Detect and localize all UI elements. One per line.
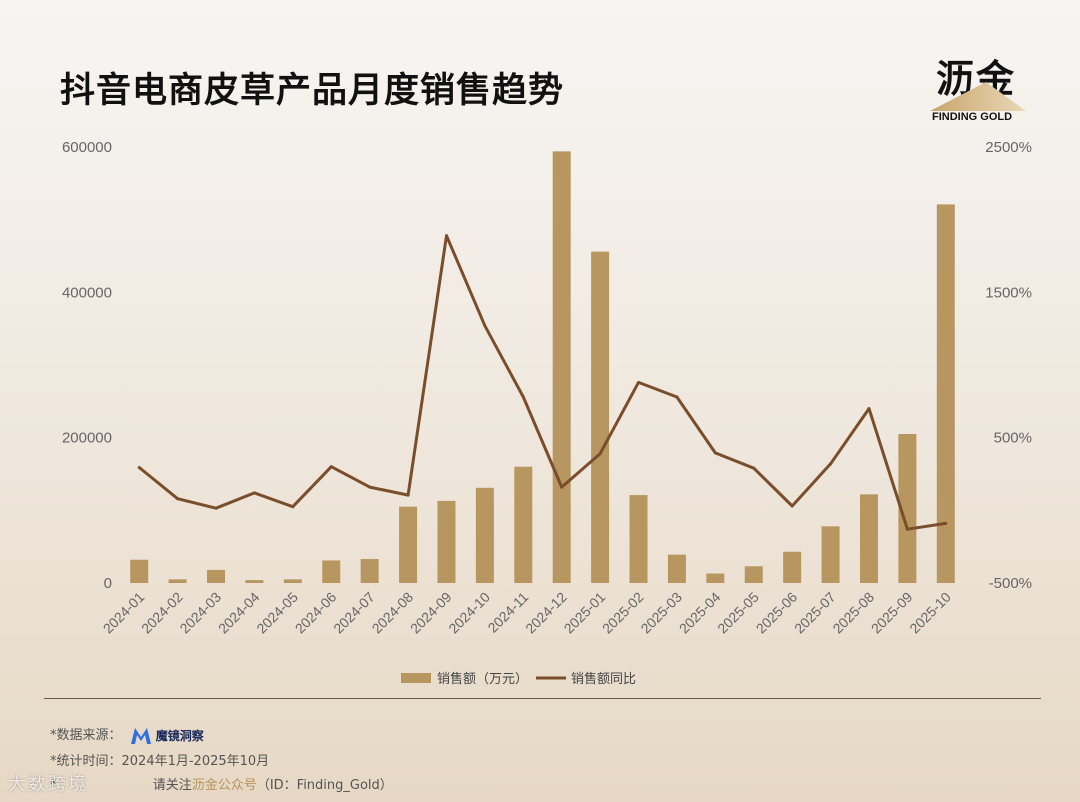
legend-bar-swatch (401, 673, 431, 683)
x-axis-tick-label: 2024-03 (176, 589, 224, 637)
x-axis-tick-label: 2024-06 (292, 589, 340, 637)
yoy-point (867, 407, 871, 411)
follow-star: * (50, 778, 57, 793)
source-name: 魔镜洞察 (155, 729, 204, 743)
yoy-point (368, 485, 372, 489)
yoy-point (829, 462, 833, 466)
right-axis-tick-label: 500% (994, 430, 1032, 447)
yoy-point (598, 452, 602, 456)
yoy-point (329, 465, 333, 469)
sales-bar (168, 579, 187, 583)
yoy-point (905, 527, 909, 531)
sales-bar (207, 569, 226, 583)
sales-bar (783, 551, 802, 583)
yoy-point (406, 493, 410, 497)
yoy-point (137, 465, 141, 469)
left-axis-tick-label: 600000 (62, 139, 112, 156)
logo-en-text: FINDING GOLD (932, 111, 1013, 123)
sales-bar (936, 204, 955, 583)
sales-bar (821, 526, 840, 583)
x-axis-tick-label: 2024-07 (330, 589, 378, 637)
x-axis-tick-label: 2025-04 (676, 589, 724, 637)
follow-id: （ID：Finding_Gold） (256, 778, 393, 793)
x-axis-tick-label: 2025-07 (791, 589, 839, 637)
sales-bar (475, 487, 494, 583)
yoy-line (138, 234, 947, 531)
yoy-point (252, 491, 256, 495)
sales-bar (360, 559, 379, 583)
page-title: 抖音电商皮草产品月度销售趋势 (60, 71, 565, 111)
x-axis-tick-label: 2024-09 (407, 589, 455, 637)
footer-source: *数据来源： 魔镜洞察 (50, 724, 204, 745)
x-axis-tick-label: 2024-02 (138, 589, 186, 637)
x-axis-tick-label: 2025-06 (753, 589, 801, 637)
yoy-point (675, 395, 679, 399)
x-axis-tick-label: 2025-10 (906, 589, 954, 637)
footer-time: *统计时间：2024年1月-2025年10月 (50, 754, 270, 769)
sales-bar (898, 434, 917, 583)
x-axis-tick-label: 2024-05 (253, 589, 301, 637)
right-axis-tick-label: 2500% (985, 139, 1032, 156)
legend-bar-label: 销售额（万元） (437, 671, 528, 687)
yoy-point (560, 485, 564, 489)
right-axis-tick-label: 1500% (985, 284, 1032, 301)
sales-bar (322, 560, 341, 583)
sales-bar (859, 494, 878, 583)
sales-bar (130, 559, 149, 583)
x-axis-tick-label: 2025-02 (599, 589, 647, 637)
left-axis-tick-label: 400000 (62, 284, 112, 301)
yoy-point (713, 451, 717, 455)
yoy-point (444, 234, 448, 238)
sales-bar (437, 500, 456, 583)
sales-bar (514, 466, 533, 583)
sales-bar (399, 506, 418, 583)
sales-bar (667, 554, 686, 583)
x-axis-tick-label: 2025-03 (637, 589, 685, 637)
brand-logo: 沥金 FINDING GOLD (928, 48, 1028, 128)
yoy-point (291, 505, 295, 509)
footer-divider (44, 698, 1041, 699)
sales-bar (283, 579, 302, 583)
follow-account: 沥金公众号 (191, 778, 257, 793)
sales-bar (552, 151, 571, 584)
x-axis-tick-label: 2024-04 (215, 589, 263, 637)
sales-bar (744, 566, 763, 583)
x-axis-tick-label: 2025-05 (714, 589, 762, 637)
source-label: *数据来源： (50, 728, 122, 743)
sales-bar (629, 495, 648, 583)
sales-bar (706, 573, 725, 583)
right-axis-tick-label: -500% (989, 575, 1032, 592)
yoy-point (752, 466, 756, 470)
watermark: 大数跨境 (8, 774, 88, 795)
yoy-point (521, 395, 525, 399)
x-axis-tick-label: 2025-09 (868, 589, 916, 637)
left-axis-tick-label: 200000 (62, 430, 112, 447)
yoy-point (790, 504, 794, 508)
yoy-point (483, 324, 487, 328)
x-axis-tick-label: 2025-01 (561, 589, 609, 637)
yoy-point (637, 380, 641, 384)
x-axis-tick-label: 2024-10 (445, 589, 493, 637)
sales-bar (591, 251, 610, 583)
yoy-point (214, 506, 218, 510)
mojing-logo-icon (130, 727, 151, 744)
left-axis-tick-label: 0 (104, 575, 112, 592)
x-axis-tick-label: 2024-12 (522, 589, 570, 637)
follow-prefix: 请关注 (152, 778, 192, 793)
x-axis-tick-label: 2025-08 (829, 589, 877, 637)
x-axis-tick-label: 2024-01 (100, 589, 148, 637)
yoy-point (944, 521, 948, 525)
legend-line-label: 销售额同比 (571, 671, 636, 687)
x-axis-tick-label: 2024-08 (369, 589, 417, 637)
sales-bar (245, 580, 264, 583)
footer-follow: * 请关注沥金公众号（ID：Finding_Gold） (50, 774, 393, 793)
logo-triangle-icon (930, 82, 1026, 111)
yoy-point (176, 497, 180, 501)
